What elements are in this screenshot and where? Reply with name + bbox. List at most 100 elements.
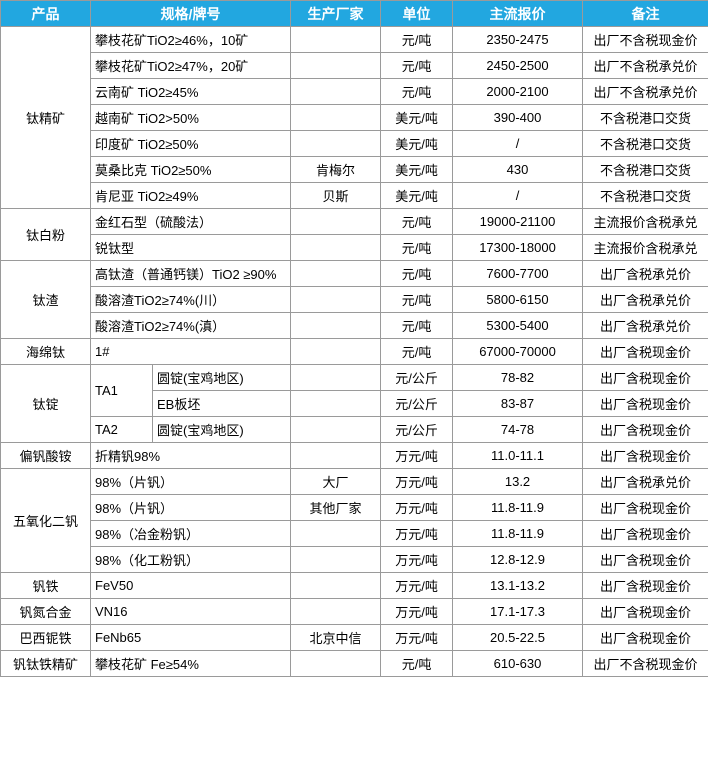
spec-cell: 越南矿 TiO2>50% <box>89 104 292 131</box>
manufacturer-cell <box>290 598 382 625</box>
table-row: 锐钛型 元/吨 17300-18000 主流报价含税承兑 <box>1 234 708 261</box>
table-header: 产品 规格/牌号 生产厂家 单位 主流报价 备注 <box>0 0 708 27</box>
spec-cell: VN16 <box>89 598 292 625</box>
spec-cell: 莫桑比克 TiO2≥50% <box>89 156 292 183</box>
unit-cell: 元/吨 <box>380 78 454 105</box>
manufacturer-cell <box>290 650 382 677</box>
table-row: 钛精矿 攀枝花矿TiO2≥46%，10矿 元/吨 2350-2475 出厂不含税现金价 <box>0 26 708 209</box>
unit-cell: 元/吨 <box>380 286 454 313</box>
unit-cell: 美元/吨 <box>380 104 454 131</box>
remark-cell: 出厂不含税现金价 <box>582 650 708 677</box>
remark-cell: 出厂含税承兑价 <box>582 260 708 287</box>
spec-form-cell: 圆锭(宝鸡地区) <box>151 416 292 443</box>
remark-cell: 出厂不含税承兑价 <box>582 78 708 105</box>
spec-cell: 金红石型（硫酸法） <box>89 208 292 235</box>
manufacturer-cell <box>290 520 382 547</box>
manufacturer-cell <box>290 442 382 469</box>
spec-cell: 云南矿 TiO2≥45% <box>89 78 292 105</box>
spec-cell: 98%（冶金粉钒） <box>89 520 292 547</box>
unit-cell: 元/吨 <box>380 650 454 677</box>
unit-cell: 万元/吨 <box>380 442 454 469</box>
remark-cell: 不含税港口交货 <box>582 130 708 157</box>
manufacturer-cell: 大厂 <box>290 468 382 495</box>
table-row: 98%（片钒） 其他厂家 万元/吨 11.8-11.9 出厂含税现金价 <box>1 494 708 521</box>
price-cell: 2450-2500 <box>452 52 584 79</box>
remark-cell: 出厂含税现金价 <box>582 390 708 417</box>
manufacturer-cell <box>290 312 382 339</box>
spec-cell: 酸溶渣TiO2≥74%(滇） <box>89 312 292 339</box>
product-category-cell: 钒钛铁精矿 <box>0 650 91 677</box>
product-category-cell: 海绵钛 <box>0 338 91 365</box>
remark-cell: 主流报价含税承兑 <box>582 234 708 261</box>
manufacturer-cell <box>290 260 382 287</box>
spec-cell: 锐钛型 <box>89 234 292 261</box>
manufacturer-cell <box>290 364 382 391</box>
price-cell: 78-82 <box>452 364 584 391</box>
table-row: 酸溶渣TiO2≥74%(川） 元/吨 5800-6150 出厂含税承兑价 <box>1 286 708 313</box>
remark-cell: 出厂不含税承兑价 <box>582 52 708 79</box>
table-row: 莫桑比克 TiO2≥50% 肯梅尔 美元/吨 430 不含税港口交货 <box>1 156 708 183</box>
manufacturer-cell: 肯梅尔 <box>290 156 382 183</box>
price-cell: 17.1-17.3 <box>452 598 584 625</box>
table-row: 攀枝花矿TiO2≥47%，20矿 元/吨 2450-2500 出厂不含税承兑价 <box>1 52 708 79</box>
price-cell: 7600-7700 <box>452 260 584 287</box>
header-unit: 单位 <box>380 0 454 27</box>
unit-cell: 元/吨 <box>380 338 454 365</box>
manufacturer-cell: 其他厂家 <box>290 494 382 521</box>
table-row: 肯尼亚 TiO2≥49% 贝斯 美元/吨 / 不含税港口交货 <box>1 182 708 209</box>
price-cell: 5800-6150 <box>452 286 584 313</box>
table-row: 钒铁 FeV50 万元/吨 13.1-13.2 出厂含税现金价 <box>0 572 708 599</box>
manufacturer-cell <box>290 416 382 443</box>
spec-cell: 攀枝花矿 Fe≥54% <box>89 650 292 677</box>
price-cell: 13.2 <box>452 468 584 495</box>
spec-grade-cell: TA1 <box>90 364 153 417</box>
spec-cell: 折精钒98% <box>89 442 292 469</box>
remark-cell: 出厂含税现金价 <box>582 598 708 625</box>
remark-cell: 出厂含税现金价 <box>582 624 708 651</box>
manufacturer-cell <box>290 130 382 157</box>
manufacturer-cell <box>290 390 382 417</box>
remark-cell: 出厂含税现金价 <box>582 494 708 521</box>
remark-cell: 出厂含税现金价 <box>582 364 708 391</box>
unit-cell: 美元/吨 <box>380 182 454 209</box>
remark-cell: 出厂含税现金价 <box>582 442 708 469</box>
spec-cell: 酸溶渣TiO2≥74%(川） <box>89 286 292 313</box>
unit-cell: 万元/吨 <box>380 546 454 573</box>
unit-cell: 万元/吨 <box>380 468 454 495</box>
remark-cell: 不含税港口交货 <box>582 104 708 131</box>
manufacturer-cell <box>290 52 382 79</box>
price-cell: 430 <box>452 156 584 183</box>
unit-cell: 美元/吨 <box>380 156 454 183</box>
remark-cell: 出厂含税现金价 <box>582 520 708 547</box>
manufacturer-cell <box>290 26 382 53</box>
price-cell: 2350-2475 <box>452 26 584 53</box>
price-cell: 11.8-11.9 <box>452 494 584 521</box>
unit-cell: 万元/吨 <box>380 598 454 625</box>
product-category-cell: 钒铁 <box>0 572 91 599</box>
price-cell: 2000-2100 <box>452 78 584 105</box>
unit-cell: 元/吨 <box>380 26 454 53</box>
price-cell: 13.1-13.2 <box>452 572 584 599</box>
product-category-cell: 钛白粉 <box>0 208 91 261</box>
spec-cell: 98%（化工粉钒） <box>89 546 292 573</box>
manufacturer-cell <box>290 572 382 599</box>
spec-cell: 98%（片钒） <box>89 494 292 521</box>
price-cell: 390-400 <box>452 104 584 131</box>
product-category-cell: 钒氮合金 <box>0 598 91 625</box>
price-cell: 11.0-11.1 <box>452 442 584 469</box>
remark-cell: 出厂含税现金价 <box>582 416 708 443</box>
manufacturer-cell <box>290 338 382 365</box>
price-cell: 11.8-11.9 <box>452 520 584 547</box>
spec-form-cell: EB板坯 <box>151 390 292 417</box>
spec-cell: 高钛渣（普通钙镁）TiO2 ≥90% <box>89 260 292 287</box>
manufacturer-cell: 贝斯 <box>290 182 382 209</box>
price-cell: 67000-70000 <box>452 338 584 365</box>
spec-cell: 攀枝花矿TiO2≥47%，20矿 <box>89 52 292 79</box>
remark-cell: 出厂含税现金价 <box>582 338 708 365</box>
manufacturer-cell <box>290 234 382 261</box>
remark-cell: 出厂不含税现金价 <box>582 26 708 53</box>
product-category-cell: 钛锭 <box>0 364 91 443</box>
unit-cell: 万元/吨 <box>380 520 454 547</box>
header-manufacturer: 生产厂家 <box>290 0 382 27</box>
unit-cell: 万元/吨 <box>380 624 454 651</box>
